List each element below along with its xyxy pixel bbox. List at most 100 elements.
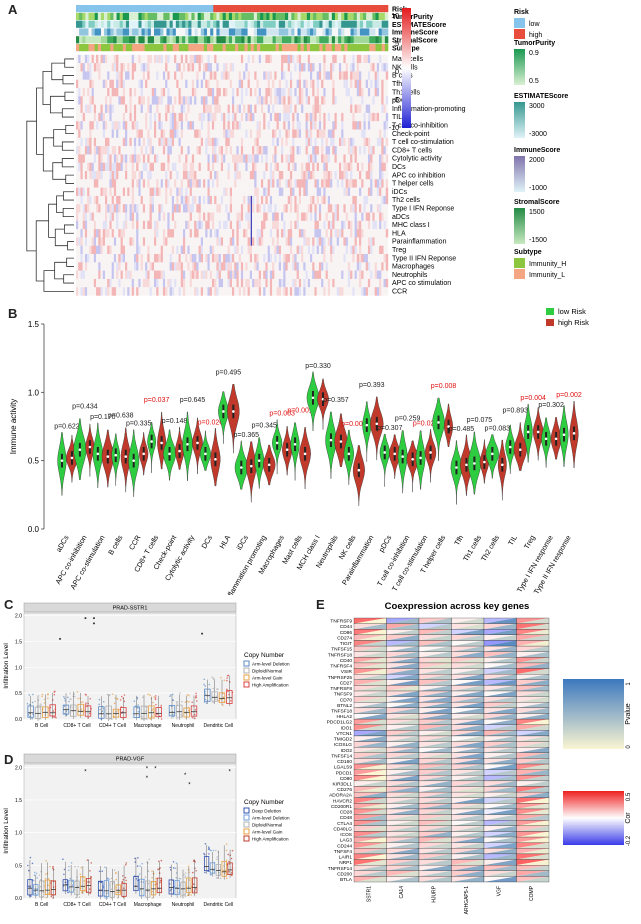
heat-cell — [283, 96, 286, 105]
heat-cell — [363, 254, 366, 263]
heat-cell — [198, 195, 201, 205]
heat-cell — [354, 237, 357, 246]
heat-cell — [287, 154, 291, 163]
heat-cell — [376, 204, 380, 213]
heat-cell — [107, 187, 110, 197]
heat-cell — [318, 204, 322, 213]
heat-cell — [209, 270, 213, 280]
heat-cell — [165, 287, 168, 296]
heat-cell — [229, 79, 233, 89]
heat-cell — [367, 79, 371, 89]
heat-cell — [216, 96, 219, 105]
heat-cell — [345, 162, 349, 172]
heat-cell — [78, 54, 81, 64]
track-cell — [353, 5, 358, 13]
heat-cell — [314, 229, 317, 238]
heat-cell — [285, 245, 288, 255]
heat-cell — [285, 270, 288, 280]
heat-cell — [263, 146, 266, 155]
heat-cell — [149, 121, 152, 130]
heat-cell — [345, 154, 349, 163]
heat-cell — [310, 254, 313, 263]
heat-cell — [327, 104, 331, 114]
heat-cell — [240, 212, 244, 221]
heat-cell — [180, 129, 184, 138]
heat-cell — [91, 270, 95, 280]
heat-cell — [147, 54, 150, 64]
heat-cell — [379, 278, 382, 288]
legend-title: ESTIMATEScore — [514, 93, 568, 100]
heat-cell — [370, 88, 373, 97]
heat-cell — [160, 121, 164, 130]
heat-cell — [312, 112, 315, 122]
violin-high-risk-median — [483, 460, 486, 464]
heat-cell — [107, 237, 110, 246]
track-cell — [375, 44, 379, 52]
track-cell — [166, 5, 170, 13]
track-cell — [338, 5, 342, 13]
heat-cell — [178, 212, 181, 221]
track-cell — [316, 36, 320, 44]
heat-cell — [127, 121, 130, 130]
heat-cell — [263, 54, 266, 64]
track-cell — [82, 12, 86, 20]
heat-cell — [156, 237, 159, 246]
heat-cell — [332, 79, 335, 89]
heat-cell — [294, 212, 297, 221]
heat-cell — [234, 179, 237, 188]
heat-cell — [185, 254, 188, 263]
track-cell — [350, 12, 354, 20]
heat-cell — [374, 88, 378, 97]
heat-cell — [347, 187, 351, 197]
heat-cell — [227, 195, 230, 205]
heat-cell — [191, 278, 195, 288]
heat-cell — [370, 237, 373, 246]
heat-cell — [196, 195, 199, 205]
heat-cell — [118, 245, 121, 255]
heat-cell — [254, 278, 257, 288]
heat-cell — [287, 262, 291, 271]
heat-cell — [196, 220, 199, 230]
heat-cell — [205, 270, 208, 280]
heat-cell — [370, 220, 373, 230]
heat-cell — [347, 220, 351, 230]
heat-cell — [236, 104, 239, 114]
heat-cell — [174, 254, 177, 263]
heat-cell — [332, 96, 335, 105]
heat-cell — [218, 195, 222, 205]
track-cell — [260, 36, 264, 44]
heat-cell — [341, 195, 344, 205]
heat-cell — [247, 212, 251, 221]
heat-cell — [227, 112, 230, 122]
heat-cell — [385, 254, 389, 263]
heat-cell — [350, 96, 353, 105]
heat-cell — [91, 287, 95, 296]
dendro-branch — [67, 241, 74, 251]
heat-cell — [287, 112, 291, 122]
track-cell — [210, 20, 214, 28]
heat-cell — [127, 278, 130, 288]
heat-cell — [113, 54, 117, 64]
heat-cell — [194, 71, 197, 80]
heat-cell — [276, 254, 279, 263]
heat-cell — [265, 229, 268, 238]
heat-cell — [274, 146, 277, 155]
heat-cell — [363, 154, 366, 163]
heat-cell — [225, 63, 228, 72]
heat-cell — [236, 220, 239, 230]
heat-cell — [100, 270, 103, 280]
heat-cell — [318, 121, 322, 130]
heat-cell — [169, 154, 173, 163]
heat-cell — [160, 287, 164, 296]
heat-cell — [133, 262, 137, 271]
heat-cell — [203, 278, 206, 288]
heat-cell — [338, 212, 342, 221]
heat-cell — [274, 63, 277, 72]
track-tumorpurity — [76, 12, 389, 20]
track-cell — [119, 20, 124, 28]
heat-cell — [191, 129, 195, 138]
track-cell — [182, 5, 186, 13]
heat-cell — [87, 270, 90, 280]
heat-cell — [165, 54, 168, 64]
heat-cell — [278, 71, 282, 80]
